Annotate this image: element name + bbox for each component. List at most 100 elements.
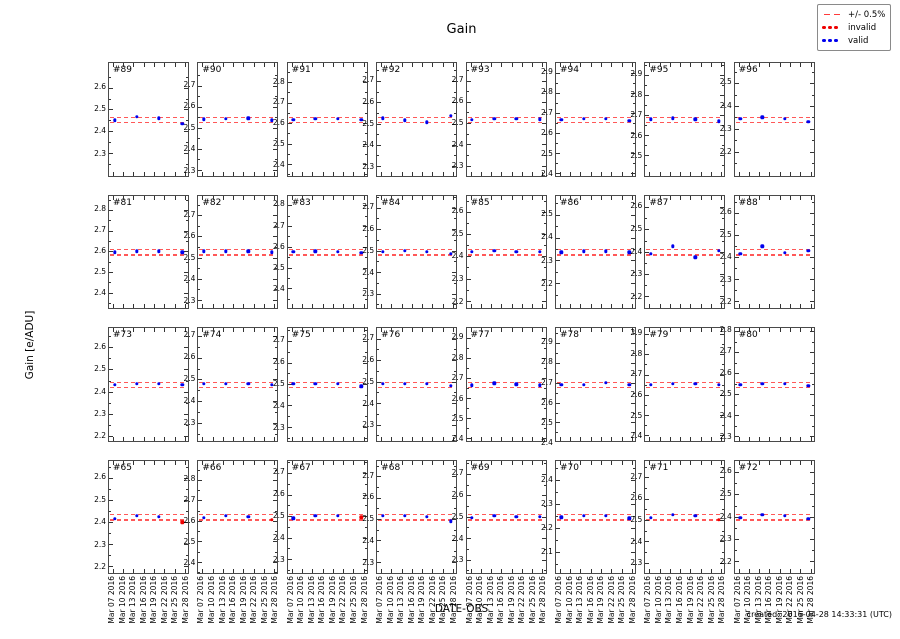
y-tick-mark	[466, 101, 471, 103]
y-tick-mark	[809, 279, 814, 281]
y-tick-label: 2.6	[630, 201, 643, 211]
y-tick-mark	[734, 362, 737, 364]
y-tick-mark	[632, 332, 635, 334]
y-tick-mark	[809, 128, 814, 130]
plot-area: #75	[286, 327, 368, 442]
y-tick-mark	[645, 105, 648, 107]
y-tick-mark	[722, 364, 725, 366]
chip-label: #86	[559, 197, 579, 208]
y-tick-label: 2.7	[362, 75, 375, 85]
x-tick-label: Mar 19 2016	[327, 576, 337, 624]
valid-point	[581, 382, 586, 387]
y-tick-mark	[555, 163, 558, 165]
y-tick-mark	[734, 373, 739, 375]
x-tick-mark	[312, 195, 314, 200]
y-tick-mark	[734, 140, 737, 142]
y-tick-mark	[466, 408, 469, 410]
y-tick-mark	[186, 120, 188, 122]
y-tick-mark	[273, 257, 278, 259]
y-tick-mark	[809, 561, 814, 563]
y-tick-mark	[541, 473, 546, 475]
y-tick-label: 2.6	[630, 493, 643, 503]
x-tick-mark	[453, 569, 454, 573]
y-tick-label: 2.5	[272, 139, 285, 149]
valid-point	[492, 513, 496, 518]
valid-point	[738, 516, 742, 520]
y-tick-mark	[454, 508, 457, 510]
y-tick-mark	[555, 382, 560, 384]
y-tick-mark	[555, 214, 560, 216]
x-tick-mark	[184, 460, 186, 465]
y-tick-label: 2.5	[541, 208, 553, 218]
valid-point	[782, 381, 787, 386]
y-tick-mark	[466, 278, 471, 280]
y-tick-mark	[287, 205, 292, 207]
invalid-point	[180, 520, 185, 524]
y-tick-mark	[734, 202, 737, 204]
tolerance-band-line	[646, 386, 724, 389]
x-tick-mark	[810, 328, 812, 332]
subplot-93: #93 2.3 2.4 2.5 2.6 2.7	[452, 62, 547, 177]
y-tick-mark	[555, 249, 558, 250]
y-tick-mark	[645, 344, 648, 346]
x-tick-mark	[559, 171, 561, 176]
x-tick-mark	[721, 195, 723, 200]
x-tick-mark	[133, 195, 135, 200]
valid-point	[202, 382, 206, 386]
x-tick-mark	[143, 460, 145, 465]
x-tick-mark	[322, 328, 324, 332]
y-tick-mark	[645, 125, 648, 127]
subplot-87: #87 2.2 2.3 2.4 2.5 2.6	[630, 194, 726, 309]
y-tick-mark	[452, 229, 457, 231]
y-tick-label: 2.4	[541, 232, 553, 242]
valid-point	[581, 249, 586, 253]
x-tick-mark	[759, 436, 761, 441]
valid-point	[806, 517, 810, 521]
y-tick-mark	[722, 240, 725, 242]
valid-point	[470, 383, 474, 387]
valid-point	[604, 117, 608, 121]
x-tick-mark	[154, 569, 156, 573]
y-tick-mark	[362, 205, 367, 207]
x-tick-mark	[174, 304, 176, 308]
y-tick-label: 2.5	[719, 489, 732, 499]
x-tick-mark	[721, 328, 723, 332]
x-tick-mark	[600, 63, 602, 67]
x-tick-mark	[143, 171, 145, 176]
y-tick-mark	[184, 544, 188, 546]
subplot-86: #86 2.2 2.3 2.4 2.5	[541, 194, 636, 309]
y-tick-mark	[630, 527, 635, 529]
y-tick-mark	[809, 83, 814, 85]
x-tick-mark	[631, 460, 633, 465]
y-tick-mark	[466, 234, 471, 236]
tolerance-band-line	[199, 381, 277, 383]
y-tick-label: 2.4	[362, 398, 375, 408]
y-tick-label: 2.5	[272, 511, 285, 521]
x-tick-mark	[212, 63, 214, 67]
y-tick-mark	[275, 138, 278, 140]
x-tick-mark	[401, 328, 403, 332]
x-tick-mark	[600, 436, 602, 441]
y-tick-mark	[186, 241, 188, 243]
x-tick-mark	[690, 436, 692, 441]
x-tick-label: Mar 25 2016	[527, 576, 537, 624]
x-tick-mark	[611, 436, 613, 441]
x-tick-mark	[521, 171, 523, 176]
y-tick-mark	[645, 404, 648, 406]
x-tick-mark	[621, 195, 623, 200]
y-tick-mark	[466, 438, 471, 440]
y-tick-mark	[198, 138, 201, 140]
x-tick-mark	[700, 304, 702, 308]
y-tick-mark	[555, 271, 558, 273]
x-tick-mark	[800, 460, 802, 465]
x-tick-mark	[769, 436, 771, 441]
y-tick-mark	[632, 163, 635, 165]
y-tick-label: 2.6	[451, 393, 464, 403]
x-tick-mark	[391, 195, 393, 200]
y-tick-mark	[543, 245, 546, 247]
y-tick-mark	[198, 561, 203, 563]
valid-point	[112, 383, 117, 387]
valid-point	[559, 382, 564, 387]
chip-label: #93	[470, 65, 490, 75]
x-tick-mark	[501, 304, 503, 308]
